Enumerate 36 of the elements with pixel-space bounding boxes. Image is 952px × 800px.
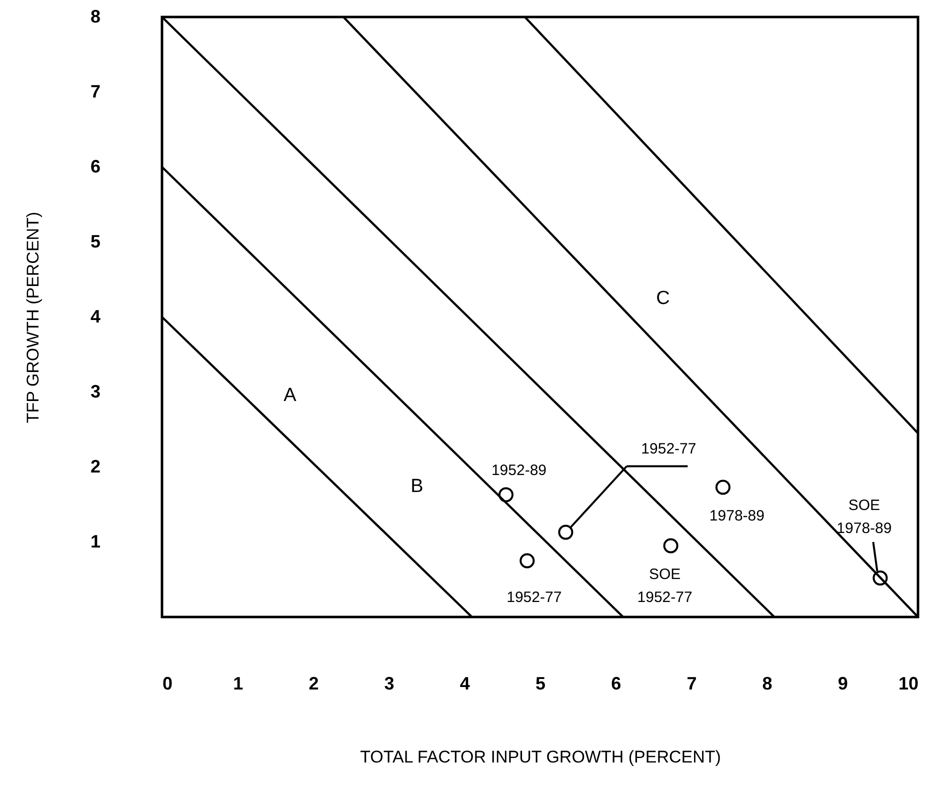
y-axis-title: TFP GROWTH (PERCENT) [23,212,42,424]
data-label: SOE 1952-77 [637,566,692,606]
x-tick-label: 9 [838,674,848,694]
point [872,570,888,586]
y-tick-label: 4 [90,306,100,326]
data-label: 1952-89 [491,462,547,479]
y-tick-label: 6 [90,156,100,176]
annotation: B [410,476,424,497]
x-tick-label: 5 [535,674,546,694]
y-tick-label: 7 [90,82,100,102]
x-tick-label: 7 [686,674,697,694]
data-label: 1952-77 [506,588,562,606]
x-tick-label: 8 [762,674,772,694]
y-tick-label: 5 [90,232,100,252]
point [558,524,574,540]
x-axis-title: TOTAL FACTOR INPUT GROWTH (PERCENT) [360,748,721,766]
x-tick-label: 10 [898,674,918,694]
point [498,487,514,502]
x-tick-label: 2 [308,674,319,694]
y-tick-label: 3 [90,382,100,402]
annotation: C [656,288,670,309]
y-tick-label: 8 [90,6,100,26]
point [520,553,535,568]
data-label: 1978-89 [709,507,764,524]
x-tick-label: 6 [611,674,622,694]
annotation: A [284,385,297,406]
x-tick-label: 3 [384,674,394,694]
x-tick-label: 4 [460,674,470,694]
data-label: 1952-77 [641,440,696,458]
data-label: SOE 1978-89 [836,497,892,537]
x-tick-label: 1 [233,674,244,694]
y-tick-label: 1 [90,532,100,552]
y-tick-label: 2 [90,456,100,476]
x-tick-label: 0 [162,674,173,694]
point [715,480,730,495]
point [663,538,678,554]
